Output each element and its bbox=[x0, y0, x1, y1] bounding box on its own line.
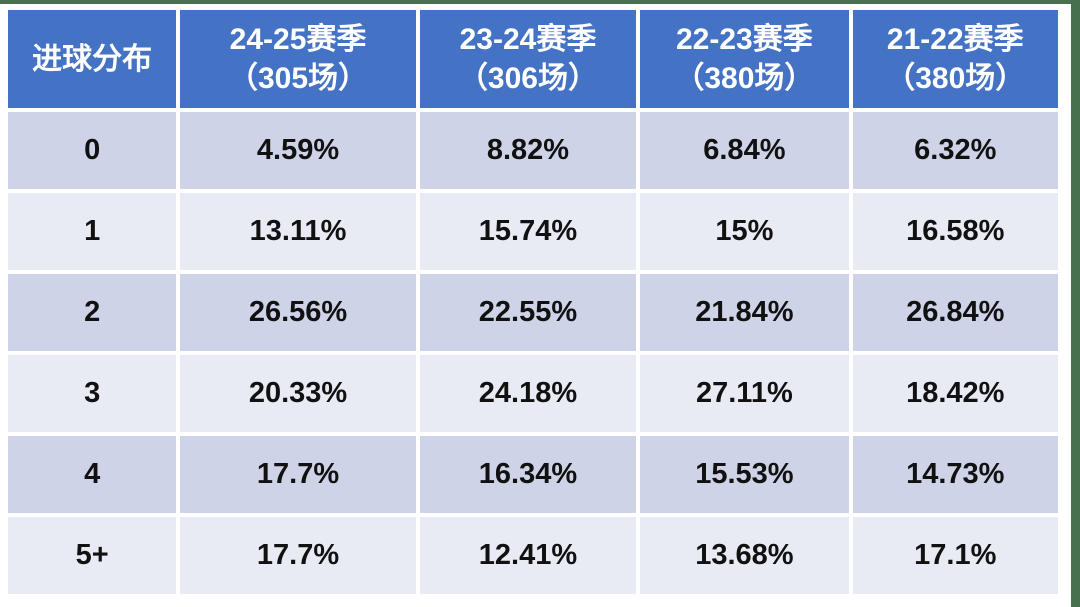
goal-count-label: 5+ bbox=[8, 517, 177, 594]
table-row: 0 4.59% 8.82% 6.84% 6.32% bbox=[8, 112, 1058, 189]
goal-distribution-table: 进球分布 24-25赛季 （305场） 23-24赛季 （306场） 22-23… bbox=[4, 6, 1062, 598]
table-row: 5+ 17.7% 12.41% 13.68% 17.1% bbox=[8, 517, 1058, 594]
table-body: 0 4.59% 8.82% 6.84% 6.32% 1 13.11% 15.74% 15% 16.… bbox=[8, 112, 1058, 594]
percentage-cell: 13.11% bbox=[180, 193, 416, 270]
season-header-23-24: 23-24赛季 （306场） bbox=[419, 10, 637, 108]
season-title: 22-23赛季 bbox=[676, 23, 813, 56]
page-edge-right bbox=[1071, 0, 1080, 607]
season-matches: （380场） bbox=[885, 62, 1026, 95]
percentage-cell: 26.56% bbox=[180, 274, 416, 351]
goal-count-label: 0 bbox=[8, 112, 177, 189]
season-matches: （380场） bbox=[674, 62, 815, 95]
table-row: 2 26.56% 22.55% 21.84% 26.84% bbox=[8, 274, 1058, 351]
season-header-24-25: 24-25赛季 （305场） bbox=[180, 10, 416, 108]
percentage-cell: 13.68% bbox=[640, 517, 849, 594]
percentage-cell: 22.55% bbox=[419, 274, 637, 351]
table-row: 4 17.7% 16.34% 15.53% 14.73% bbox=[8, 436, 1058, 513]
percentage-cell: 20.33% bbox=[180, 355, 416, 432]
percentage-cell: 15.74% bbox=[419, 193, 637, 270]
corner-header-cell: 进球分布 bbox=[8, 10, 177, 108]
percentage-cell: 17.7% bbox=[180, 517, 416, 594]
season-matches: （306场） bbox=[457, 62, 598, 95]
page-edge-top bbox=[0, 0, 1080, 4]
percentage-cell: 17.1% bbox=[852, 517, 1058, 594]
goal-count-label: 2 bbox=[8, 274, 177, 351]
percentage-cell: 6.84% bbox=[640, 112, 849, 189]
season-matches: （305场） bbox=[228, 62, 369, 95]
percentage-cell: 15% bbox=[640, 193, 849, 270]
percentage-cell: 21.84% bbox=[640, 274, 849, 351]
percentage-cell: 24.18% bbox=[419, 355, 637, 432]
percentage-cell: 16.34% bbox=[419, 436, 637, 513]
percentage-cell: 6.32% bbox=[852, 112, 1058, 189]
season-title: 21-22赛季 bbox=[886, 23, 1024, 56]
table-row: 1 13.11% 15.74% 15% 16.58% bbox=[8, 193, 1058, 270]
season-title: 23-24赛季 bbox=[459, 23, 597, 56]
goal-count-label: 3 bbox=[8, 355, 177, 432]
percentage-cell: 18.42% bbox=[852, 355, 1058, 432]
percentage-cell: 16.58% bbox=[852, 193, 1058, 270]
season-header-21-22: 21-22赛季 （380场） bbox=[852, 10, 1058, 108]
percentage-cell: 26.84% bbox=[852, 274, 1058, 351]
percentage-cell: 8.82% bbox=[419, 112, 637, 189]
table-row: 3 20.33% 24.18% 27.11% 18.42% bbox=[8, 355, 1058, 432]
goal-count-label: 4 bbox=[8, 436, 177, 513]
percentage-cell: 17.7% bbox=[180, 436, 416, 513]
header-row: 进球分布 24-25赛季 （305场） 23-24赛季 （306场） 22-23… bbox=[8, 10, 1058, 108]
percentage-cell: 14.73% bbox=[852, 436, 1058, 513]
season-header-22-23: 22-23赛季 （380场） bbox=[640, 10, 849, 108]
percentage-cell: 27.11% bbox=[640, 355, 849, 432]
percentage-cell: 4.59% bbox=[180, 112, 416, 189]
goal-count-label: 1 bbox=[8, 193, 177, 270]
percentage-cell: 15.53% bbox=[640, 436, 849, 513]
season-title: 24-25赛季 bbox=[229, 23, 367, 56]
percentage-cell: 12.41% bbox=[419, 517, 637, 594]
